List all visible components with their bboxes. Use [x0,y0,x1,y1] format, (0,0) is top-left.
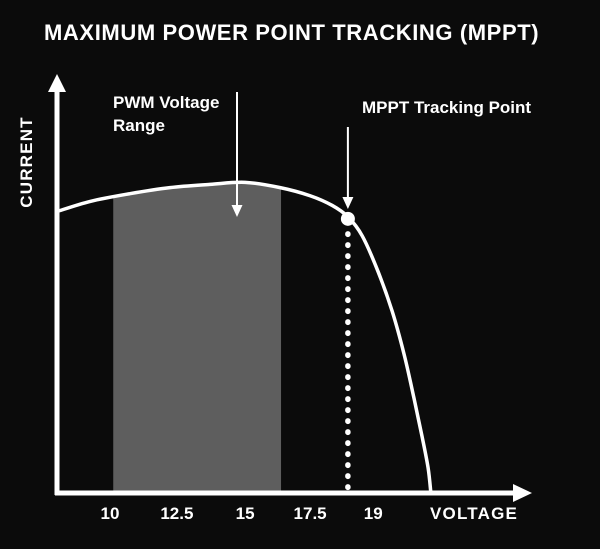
chart-title: MAXIMUM POWER POINT TRACKING (MPPT) [44,20,539,45]
mppt-point-marker [340,211,355,226]
pwm-label-line2: Range [113,116,165,135]
x-tick-labels: 10 12.5 15 17.5 19 [101,504,383,523]
iv-curve [55,180,433,495]
y-axis-label: CURRENT [17,116,36,208]
x-tick-label-19: 19 [364,504,383,523]
x-tick-label-12.5: 12.5 [160,504,193,523]
x-tick-label-10: 10 [101,504,120,523]
pwm-arrowhead [231,205,243,217]
mppt-label: MPPT Tracking Point [362,98,531,117]
x-axis-label: VOLTAGE [430,504,518,523]
mppt-annotation: MPPT Tracking Point [342,98,531,209]
pwm-label-line1: PWM Voltage [113,93,219,112]
pwm-voltage-band [113,182,282,494]
pwm-annotation: PWM Voltage Range [113,92,243,217]
mppt-arrowhead [342,197,354,209]
x-axis-arrowhead [513,484,532,502]
x-tick-label-15: 15 [236,504,255,523]
axes [48,74,532,502]
x-tick-label-17.5: 17.5 [294,504,327,523]
y-axis-arrowhead [48,74,66,92]
